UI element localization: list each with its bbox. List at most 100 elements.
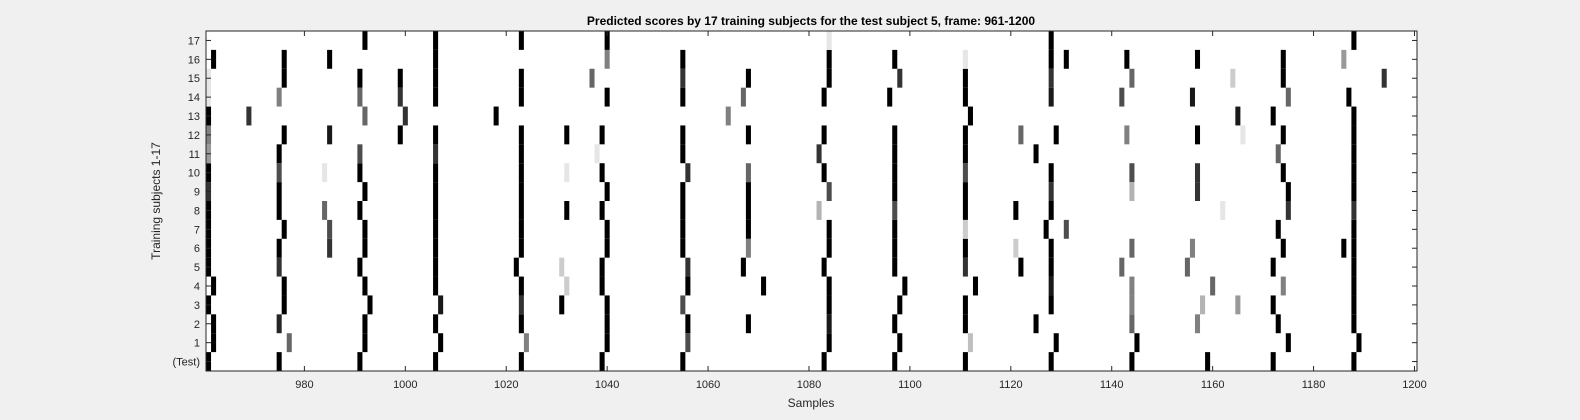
heatmap-cell <box>745 219 751 239</box>
y-tick-label: 7 <box>194 224 200 236</box>
heatmap-cell <box>599 163 605 183</box>
heatmap-cell <box>493 106 499 126</box>
heatmap-cell <box>1351 314 1357 334</box>
heatmap-cell <box>433 125 439 145</box>
heatmap-cell <box>438 295 444 315</box>
y-tick-label: (Test) <box>173 357 201 369</box>
heatmap-cell <box>433 182 439 201</box>
heatmap-cell <box>322 163 328 183</box>
x-axis: 980 1000 1020 1040 1060 1080 1100 1120 1140 1160 1… <box>295 31 1427 391</box>
y-tick-label: 17 <box>188 35 200 47</box>
heatmap-cell <box>281 49 287 69</box>
heatmap-cell <box>1285 87 1291 107</box>
heatmap-cell <box>685 333 691 353</box>
heatmap-cell <box>1235 106 1241 126</box>
heatmap-cell <box>357 87 363 107</box>
heatmap-cell <box>1205 352 1211 371</box>
heatmap-cell <box>1048 68 1054 88</box>
heatmap-cell <box>1018 125 1024 145</box>
heatmap-cell <box>1048 49 1054 69</box>
heatmap-cell <box>281 219 287 239</box>
heatmap-cell <box>433 238 439 258</box>
heatmap-cell <box>1063 49 1069 69</box>
heatmap-cell <box>367 295 373 315</box>
heatmap-cell <box>821 87 827 107</box>
heatmap-cell <box>962 163 968 183</box>
heatmap-cells <box>206 31 1387 371</box>
y-tick-label: 9 <box>194 187 200 199</box>
heatmap-cell <box>513 257 519 277</box>
heatmap-cell <box>1270 106 1276 126</box>
heatmap-cell <box>397 68 403 88</box>
heatmap-cell <box>604 238 610 258</box>
heatmap-cell <box>604 87 610 107</box>
heatmap-cell <box>1351 219 1357 239</box>
heatmap-cell <box>604 314 610 334</box>
heatmap-cell <box>604 333 610 353</box>
heatmap-cell <box>362 333 368 353</box>
heatmap-cell <box>1124 125 1130 145</box>
heatmap-cell <box>892 352 898 371</box>
heatmap-cell <box>1048 238 1054 258</box>
heatmap-cell <box>1194 314 1201 334</box>
heatmap-cell <box>826 68 832 88</box>
heatmap-cell <box>680 201 686 220</box>
heatmap-cell <box>276 352 282 371</box>
heatmap-cell <box>962 201 968 220</box>
heatmap-cell <box>1124 49 1130 69</box>
x-tick-label: 1160 <box>1201 379 1225 391</box>
heatmap-cell <box>276 238 282 258</box>
heatmap-cell <box>564 276 570 296</box>
heatmap-cell <box>680 49 686 69</box>
heatmap-cell <box>680 238 686 258</box>
heatmap-cell <box>322 201 328 220</box>
heatmap-cell <box>604 295 610 315</box>
heatmap-cell <box>892 257 898 277</box>
heatmap-cell <box>276 144 282 164</box>
heatmap-cell <box>892 182 898 201</box>
chart-title: Predicted scores by 17 training subjects… <box>587 14 1035 28</box>
heatmap-cell <box>327 219 333 239</box>
heatmap-cell <box>1351 182 1357 201</box>
heatmap-cell <box>1194 49 1201 69</box>
heatmap-cell <box>967 333 973 353</box>
heatmap-cell <box>1013 201 1019 220</box>
heatmap-cell <box>745 163 751 183</box>
heatmap-cell <box>1280 125 1286 145</box>
heatmap-cell <box>397 125 403 145</box>
heatmap-cell <box>433 219 439 239</box>
heatmap-cell <box>1356 333 1362 353</box>
heatmap-cell <box>564 163 570 183</box>
heatmap-cell <box>892 219 898 239</box>
heatmap-cell <box>589 68 595 88</box>
heatmap-cell <box>433 31 439 50</box>
heatmap-cell <box>1275 219 1281 239</box>
heatmap-cell <box>433 87 439 107</box>
heatmap-cell <box>680 87 686 107</box>
heatmap-cell <box>559 257 565 277</box>
heatmap-cell <box>1119 257 1125 277</box>
heatmap-cell <box>892 201 898 220</box>
x-tick-label: 1200 <box>1402 379 1426 391</box>
heatmap-cell <box>826 314 832 334</box>
heatmap-cell <box>897 333 903 353</box>
heatmap-cell <box>1285 201 1291 220</box>
heatmap-cell <box>1280 276 1286 296</box>
heatmap-cell <box>438 333 444 353</box>
y-tick-label: 11 <box>189 149 200 161</box>
heatmap-cell <box>594 144 600 164</box>
heatmap-cell <box>1018 257 1024 277</box>
x-tick-label: 980 <box>295 379 313 391</box>
heatmap-cell <box>897 295 903 315</box>
heatmap-cell <box>1351 201 1357 220</box>
heatmap-cell <box>433 144 439 164</box>
heatmap-cell <box>892 163 898 183</box>
y-tick-label: 15 <box>188 73 200 85</box>
heatmap-cell <box>604 49 610 69</box>
heatmap-cell <box>276 182 282 201</box>
heatmap-cell <box>276 201 282 220</box>
heatmap-cell <box>362 276 368 296</box>
heatmap-cell <box>523 333 529 353</box>
x-tick-label: 1060 <box>696 379 720 391</box>
